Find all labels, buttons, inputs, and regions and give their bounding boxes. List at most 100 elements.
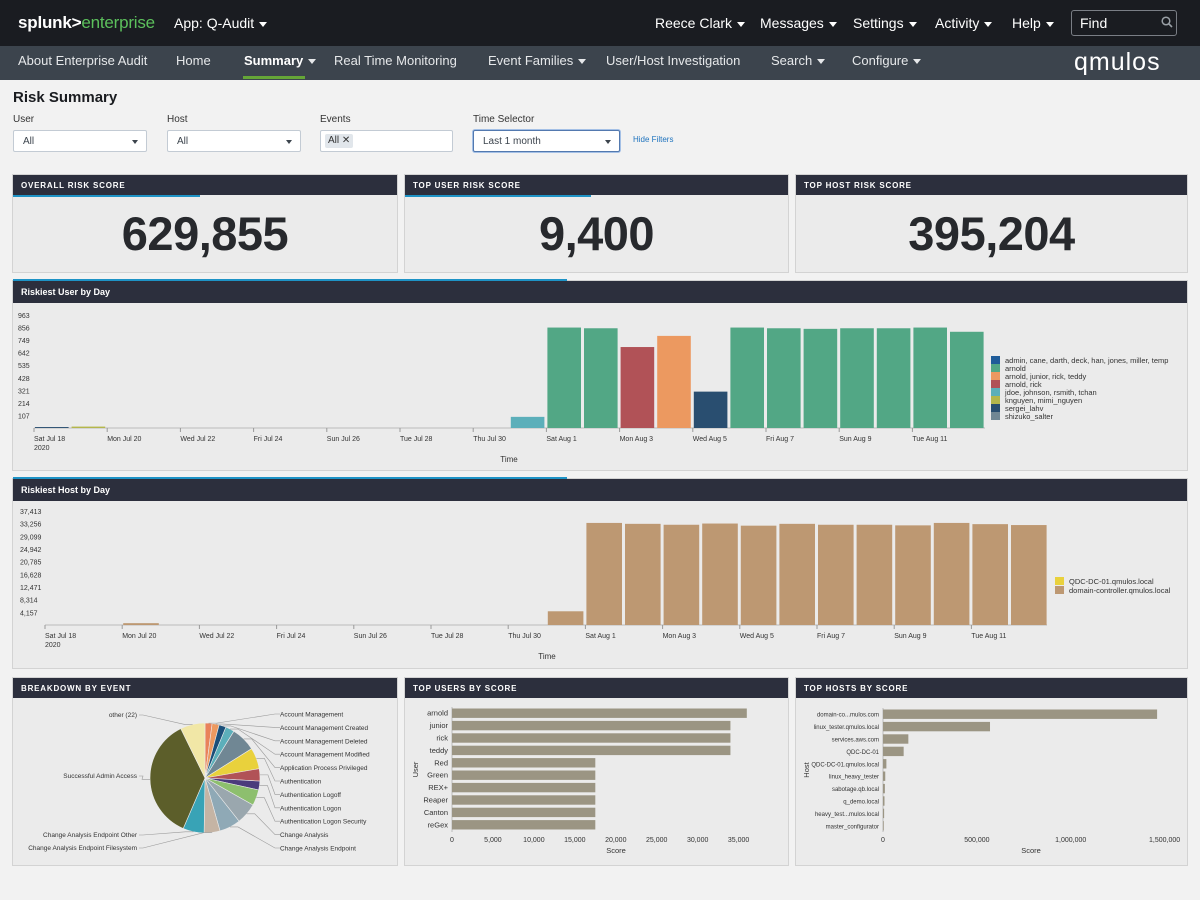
bar <box>452 782 596 793</box>
x-tick-label: Sat Aug 1 <box>585 633 615 640</box>
pie-label: Change Analysis Endpoint <box>280 846 356 853</box>
activity-menu[interactable]: Activity <box>935 15 993 31</box>
bar <box>452 758 596 768</box>
x-tick-label: Sat Aug 1 <box>546 436 576 443</box>
hide-filters-link[interactable]: Hide Filters <box>633 135 674 144</box>
nav-event-families[interactable]: Event Families <box>488 53 587 68</box>
x-axis-title: Score <box>606 846 626 855</box>
bar <box>767 328 801 428</box>
breakdown-by-event-panel: BREAKDOWN BY EVENT Account Management Acc… <box>13 678 397 865</box>
x-tick-label: 25,000 <box>646 837 668 844</box>
x-tick-label: 15,000 <box>564 837 586 844</box>
y-tick-label: 214 <box>18 401 30 408</box>
bar <box>702 523 738 625</box>
bar <box>883 746 904 757</box>
y-tick-label: 749 <box>18 338 30 345</box>
riskiest-host-panel: Riskiest Host by Day 37,413 33,256 29,099 2… <box>13 477 1187 668</box>
nav-configure-label: Configure <box>852 53 909 68</box>
settings-menu[interactable]: Settings <box>853 15 917 31</box>
riskiest-user-panel: Riskiest User by Day 963 856 749 642 535 428 3… <box>13 279 1187 470</box>
top-hosts-bar-chart: domain-co...mulos.com linux_tester.qmulos… <box>802 708 1180 855</box>
y-tick-label: 33,256 <box>20 522 42 529</box>
pie-label: Account Management Modified <box>280 752 370 759</box>
pie-leader-line <box>222 725 280 742</box>
nav-event-families-label: Event Families <box>488 53 574 68</box>
host-filter-select[interactable]: All <box>167 130 301 152</box>
pie-label: Account Management Created <box>280 725 369 732</box>
category-label: Canton <box>424 808 448 817</box>
nav-summary[interactable]: Summary <box>244 53 317 68</box>
legend-label: admin, cane, darth, deck, han, jones, mi… <box>1005 356 1168 365</box>
x-tick-label: Thu Jul 30 <box>473 436 506 443</box>
legend-swatch <box>991 412 1000 420</box>
app-menu-label: App: Q-Audit <box>174 15 255 31</box>
kpi-value: 395,204 <box>908 207 1075 260</box>
bar <box>933 522 970 625</box>
x-tick-label: Sat Jul 18 <box>45 633 76 640</box>
bar <box>663 524 700 625</box>
legend-label: sergei_lahv <box>1005 404 1044 413</box>
pie-leader-line <box>208 713 280 724</box>
find-input[interactable] <box>1071 10 1177 36</box>
x-tick-label: 1,000,000 <box>1055 837 1086 844</box>
x-tick-label: Sun Aug 9 <box>839 436 871 443</box>
bar <box>818 524 854 625</box>
splunk-logo[interactable]: splunk>enterprise <box>18 13 155 33</box>
pie-leader-line <box>139 832 213 849</box>
legend-swatch <box>991 372 1000 380</box>
category-label: q_demo.local <box>843 800 879 806</box>
x-tick-label: Tue Aug 11 <box>912 436 947 443</box>
nav-configure[interactable]: Configure <box>852 53 922 68</box>
events-filter-label: Events <box>320 114 351 125</box>
nav-user-host-investigation[interactable]: User/Host Investigation <box>606 53 740 68</box>
bar <box>693 391 728 428</box>
activity-menu-label: Activity <box>935 15 980 31</box>
user-filter-select[interactable]: All <box>13 130 147 152</box>
nav-about[interactable]: About Enterprise Audit <box>18 53 147 68</box>
x-tick-label: Mon Jul 20 <box>107 436 141 443</box>
panel-title: TOP USERS BY SCORE <box>405 678 788 698</box>
nav-search-label: Search <box>771 53 813 68</box>
panel-progress-bar <box>13 477 567 479</box>
user-menu[interactable]: Reece Clark <box>655 15 746 31</box>
nav-search[interactable]: Search <box>771 53 826 68</box>
messages-menu[interactable]: Messages <box>760 15 837 31</box>
events-filter-chip[interactable]: All ✕ <box>325 134 354 148</box>
legend-swatch <box>1055 586 1064 594</box>
y-tick-label: 428 <box>18 376 30 383</box>
app-menu[interactable]: App: Q-Audit <box>174 15 268 31</box>
bar <box>883 783 885 794</box>
x-tick-label: 10,000 <box>523 837 545 844</box>
x-tick-label: Fri Aug 7 <box>817 633 845 640</box>
pie-label: Authentication Logon Security <box>280 819 367 826</box>
search-icon[interactable] <box>1161 16 1173 28</box>
legend-label: arnold, junior, rick, teddy <box>1005 372 1087 381</box>
category-label: REX+ <box>428 783 448 792</box>
time-selector[interactable]: Last 1 month <box>473 130 620 152</box>
chevron-down-icon <box>308 59 317 65</box>
bar <box>452 708 747 718</box>
panel-title: Riskiest Host by Day <box>13 479 1187 501</box>
chevron-down-icon <box>286 140 292 144</box>
help-menu[interactable]: Help <box>1012 15 1054 31</box>
remove-chip-icon[interactable]: ✕ <box>341 135 351 146</box>
bar <box>452 807 596 818</box>
category-label: linux_tester.qmulos.local <box>814 725 879 731</box>
bar <box>883 721 991 732</box>
legend-label: knguyen, mimi_nguyen <box>1005 396 1082 405</box>
panel-title: TOP HOSTS BY SCORE <box>796 678 1187 698</box>
category-label: services.aws.com <box>832 738 879 744</box>
category-label: domain-co...mulos.com <box>817 713 879 719</box>
bar <box>883 759 887 769</box>
nav-home[interactable]: Home <box>176 53 211 68</box>
x-tick-label: Sun Aug 9 <box>894 633 926 640</box>
events-filter-multiselect[interactable]: All ✕ <box>320 130 453 152</box>
pie-slice <box>180 722 206 779</box>
x-tick-label: Sun Jul 26 <box>327 436 360 443</box>
category-label: junior <box>429 721 449 730</box>
x-tick-label: Tue Jul 28 <box>400 436 433 443</box>
y-axis-title: Host <box>802 761 811 777</box>
x-tick-sublabel: 2020 <box>34 445 50 452</box>
nav-real-time-monitoring[interactable]: Real Time Monitoring <box>334 53 457 68</box>
bar <box>876 328 911 428</box>
